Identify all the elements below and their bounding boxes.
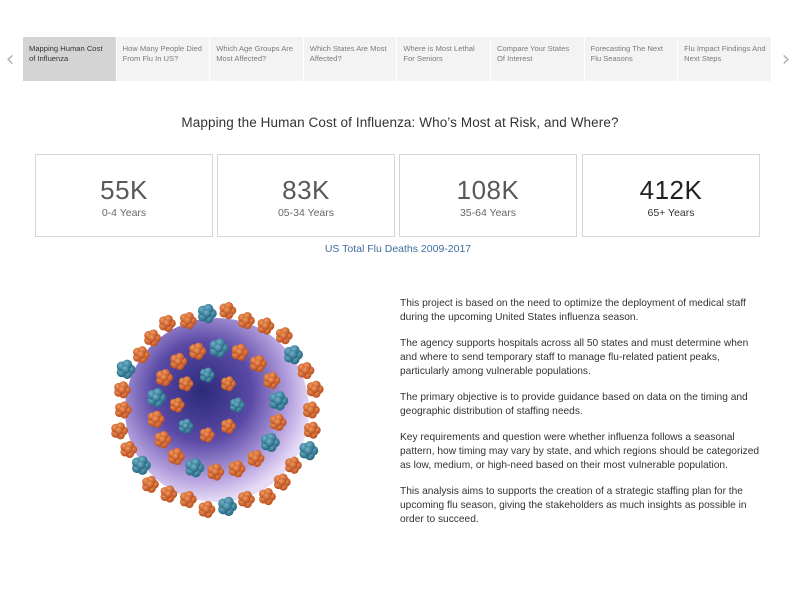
paragraph: The agency supports hospitals across all… — [400, 338, 749, 377]
kpi-value: 412K — [639, 175, 703, 205]
tab-findings[interactable]: Flu Impact Findings And Next Steps — [678, 37, 772, 81]
tab-how-many-died[interactable]: How Many People Died From Flu In US? — [116, 37, 211, 81]
project-description: This project is based on the need to opt… — [400, 297, 765, 539]
kpi-subtitle: US Total Flu Deaths 2009-2017 — [324, 243, 472, 255]
kpi-value: 108K — [456, 175, 520, 205]
paragraph: The primary objective is to provide guid… — [400, 392, 748, 417]
chevron-right-icon[interactable]: › — [781, 46, 791, 72]
virus-spikes — [111, 301, 324, 519]
kpi-card-0-4: 55K 0-4 Years — [35, 154, 213, 237]
kpi-label: 35-64 Years — [459, 207, 517, 219]
chevron-left-icon[interactable]: ‹ — [5, 46, 15, 72]
tab-mapping-human-cost[interactable]: Mapping Human Cost of Influenza — [23, 37, 117, 81]
kpi-card-05-34: 83K 05-34 Years — [217, 154, 395, 237]
kpi-label: 0-4 Years — [101, 207, 147, 219]
tab-compare-states[interactable]: Compare Your States Of Interest — [490, 37, 585, 81]
paragraph: This project is based on the need to opt… — [400, 298, 746, 323]
kpi-label: 65+ Years — [647, 207, 695, 219]
tab-states-affected[interactable]: Which States Are Most Affected? — [303, 37, 398, 81]
paragraph: This analysis aims to supports the creat… — [400, 486, 747, 525]
kpi-card-35-64: 108K 35-64 Years — [399, 154, 577, 237]
kpi-value: 55K — [100, 175, 148, 205]
story-navigation: ‹ Mapping Human Cost of Influenza How Ma… — [0, 36, 800, 82]
page-title: Mapping the Human Cost of Influenza: Who… — [181, 115, 619, 130]
tab-lethal-seniors[interactable]: Where is Most Lethal For Seniors — [397, 37, 491, 81]
kpi-card-65-plus: 412K 65+ Years — [582, 154, 760, 237]
story-tabs: Mapping Human Cost of Influenza How Many… — [23, 37, 772, 81]
paragraph: Key requirements and question were wheth… — [400, 432, 760, 471]
influenza-virus-icon — [111, 301, 324, 519]
kpi-value: 83K — [282, 175, 330, 205]
tab-age-groups[interactable]: Which Age Groups Are Most Affected? — [210, 37, 304, 81]
kpi-label: 05-34 Years — [277, 207, 335, 219]
tab-forecasting[interactable]: Forecasting The Next Flu Seasons — [584, 37, 679, 81]
